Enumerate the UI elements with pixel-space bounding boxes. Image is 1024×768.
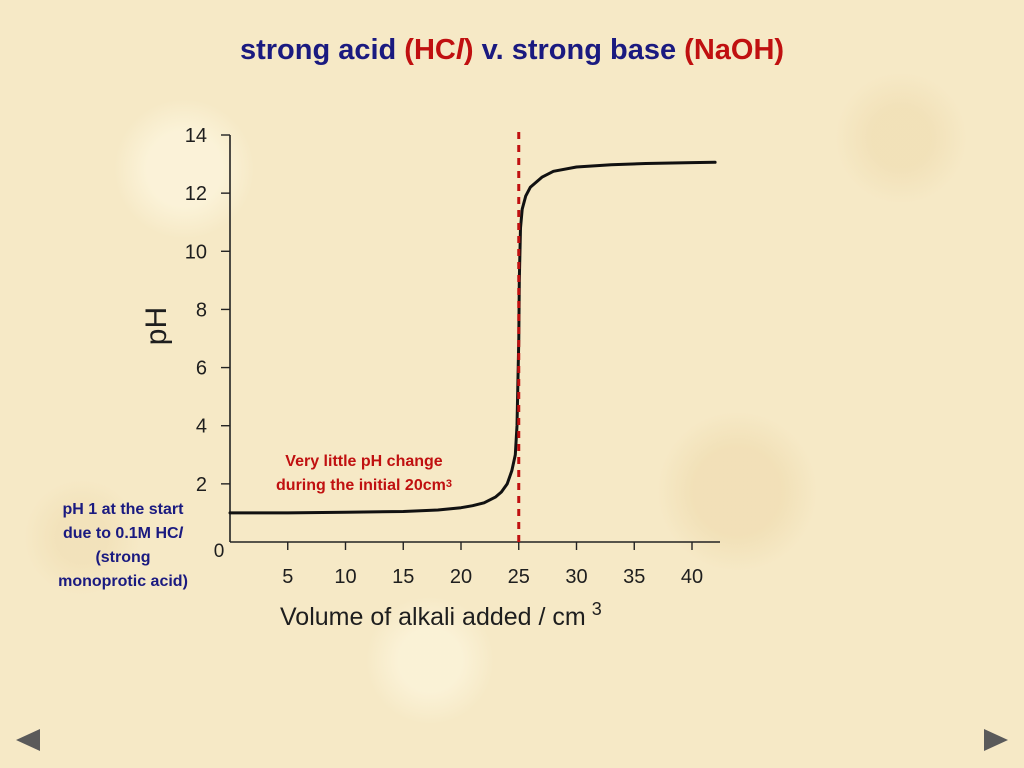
initial-change-line1: Very little pH change <box>285 453 443 470</box>
title-hcl-close: ) <box>463 34 474 66</box>
y-tick-label: 8 <box>196 299 207 321</box>
x-tick-label: 20 <box>450 566 472 588</box>
start-ph-line4: monoprotic acid) <box>58 573 188 590</box>
next-slide-button[interactable] <box>982 727 1010 753</box>
x-tick-label: 10 <box>334 566 356 588</box>
y-tick-label: 14 <box>185 125 207 147</box>
initial-change-annotation: Very little pH change during the initial… <box>236 450 492 498</box>
x-tick-label: 40 <box>681 566 703 588</box>
title-strong-acid: strong acid <box>239 34 405 66</box>
triangle-left-icon <box>16 729 40 751</box>
y-ticks: 2 4 6 8 10 12 14 <box>185 125 230 496</box>
x-tick-label: 35 <box>623 566 645 588</box>
x-ticks: 5 10 15 20 25 30 35 40 <box>282 542 703 588</box>
previous-slide-button[interactable] <box>14 727 42 753</box>
y-tick-label: 6 <box>196 358 207 380</box>
x-axis-label-text: Volume of alkali added / cm <box>280 603 586 631</box>
y-tick-label: 4 <box>196 416 207 438</box>
start-ph-line2-italic: l <box>178 525 183 542</box>
x-tick-label: 15 <box>392 566 414 588</box>
title-naoh: (NaOH) <box>684 34 785 66</box>
start-ph-line2-text: due to 0.1M HC <box>62 525 179 542</box>
title-hcl: (HCl) <box>404 34 473 66</box>
x-axis-label: Volume of alkali added / cm 3 <box>280 599 602 632</box>
initial-change-line2-sup: 3 <box>445 478 452 490</box>
chart-axes: 0 <box>214 135 720 562</box>
x-tick-label: 30 <box>565 566 587 588</box>
x-axis-label-sup: 3 <box>591 599 602 619</box>
title-strong-base: v. strong base <box>473 34 685 66</box>
y-tick-label: 2 <box>196 474 207 496</box>
y-tick-label: 10 <box>185 241 207 263</box>
x-tick-label: 5 <box>282 566 293 588</box>
origin-label: 0 <box>214 541 225 562</box>
y-tick-label: 12 <box>185 183 207 205</box>
y-axis-label: pH <box>140 306 173 346</box>
initial-change-line2-text: during the initial 20cm <box>276 477 446 494</box>
start-ph-line2: due to 0.1M HCl <box>28 522 218 546</box>
start-ph-line1: pH 1 at the start <box>62 501 184 518</box>
start-ph-annotation: pH 1 at the start due to 0.1M HCl (stron… <box>28 498 218 594</box>
x-tick-label: 25 <box>508 566 530 588</box>
triangle-right-icon <box>984 729 1008 751</box>
title-hcl-prefix: (HC <box>404 34 456 66</box>
initial-change-line2: during the initial 20cm3 <box>236 474 492 498</box>
title-hcl-italic-l: l <box>455 34 464 66</box>
start-ph-line3: (strong <box>95 549 151 566</box>
slide-title: strong acid (HCl) v. strong base (NaOH) <box>0 34 1024 67</box>
